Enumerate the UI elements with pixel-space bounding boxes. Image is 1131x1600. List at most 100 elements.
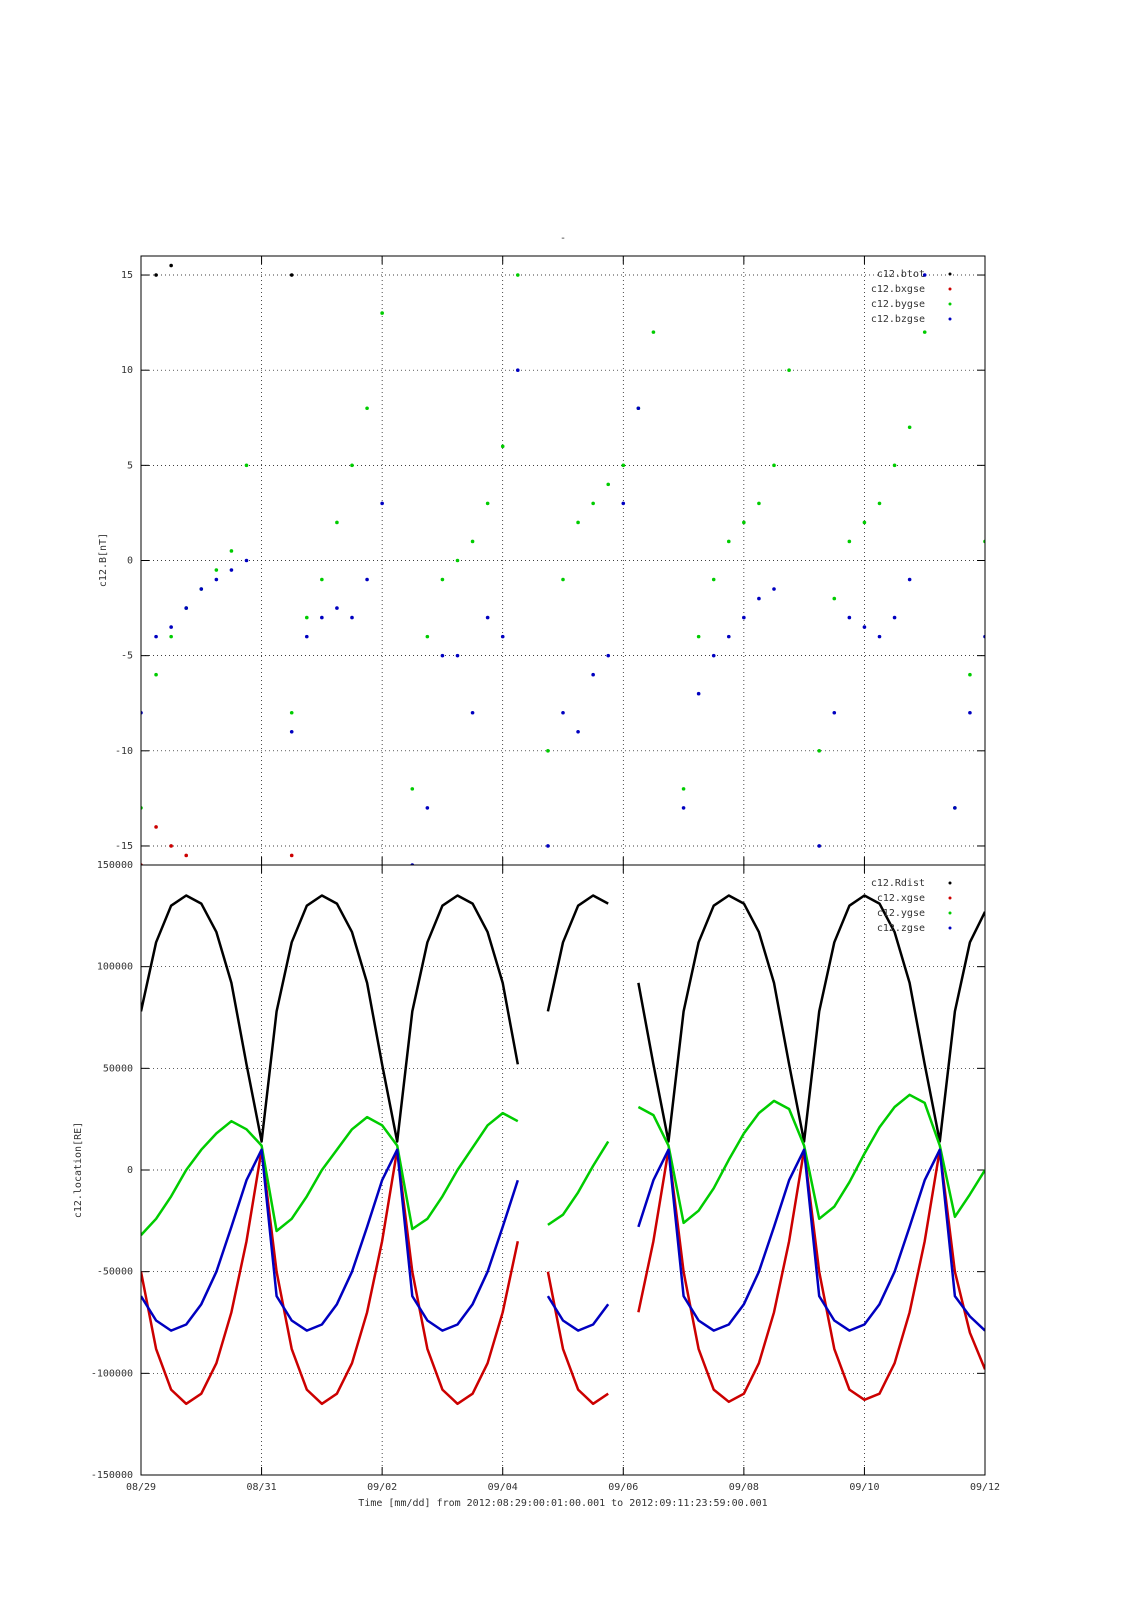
data-point — [380, 83, 384, 87]
data-point — [591, 939, 595, 943]
data-point — [696, 691, 701, 696]
data-point — [667, 83, 671, 87]
data-point — [471, 83, 475, 87]
data-point — [576, 83, 580, 87]
data-point — [350, 615, 354, 620]
data-point — [561, 710, 565, 715]
data-point — [485, 615, 490, 620]
data-point — [726, 634, 731, 639]
data-point — [441, 83, 445, 87]
data-point — [757, 83, 761, 87]
data-point — [802, 939, 806, 943]
data-point — [667, 83, 671, 87]
data-point — [244, 463, 249, 468]
data-point — [832, 596, 837, 601]
data-point — [320, 83, 324, 87]
legend-swatch — [948, 911, 952, 915]
x-axis-label: Time [mm/dd] from 2012:08:29:00:01:00.00… — [358, 1498, 767, 1509]
data-point — [531, 178, 535, 182]
data-point — [229, 568, 234, 572]
data-point — [922, 273, 927, 277]
data-point — [652, 83, 656, 87]
data-point — [169, 634, 173, 639]
data-point — [139, 245, 143, 249]
data-point — [832, 710, 837, 715]
data-point — [304, 634, 309, 639]
data-point — [711, 577, 716, 582]
data-point — [848, 83, 852, 87]
data-point — [260, 83, 264, 87]
data-line — [141, 1148, 985, 1332]
data-point — [576, 520, 580, 525]
plot-frame — [140, 255, 986, 866]
data-point — [425, 806, 430, 810]
data-point — [561, 83, 565, 87]
data-point — [546, 844, 550, 848]
plot-area — [139, 83, 987, 981]
data-point — [922, 330, 927, 334]
data-point — [606, 83, 610, 87]
y-tick-label: 100000 — [97, 962, 133, 973]
data-point — [501, 83, 505, 87]
legend-swatch — [948, 896, 952, 900]
legend-label: c12.bxgse — [871, 284, 925, 295]
data-point — [908, 939, 912, 943]
data-point — [938, 939, 942, 943]
data-point — [802, 83, 806, 87]
data-point — [215, 83, 219, 87]
data-point — [637, 83, 641, 87]
data-point — [983, 83, 987, 87]
data-point — [892, 463, 897, 468]
data-point — [395, 939, 399, 943]
y-tick-label: -100000 — [91, 1368, 133, 1379]
data-point — [938, 939, 942, 943]
data-point — [199, 83, 203, 87]
data-point — [862, 625, 867, 629]
data-point — [847, 539, 852, 544]
x-tick-label: 08/29 — [126, 1482, 156, 1493]
data-point — [531, 178, 535, 182]
data-point — [320, 615, 324, 620]
data-point — [893, 83, 897, 87]
data-point — [245, 939, 249, 943]
data-point — [350, 83, 354, 87]
data-point — [907, 577, 912, 582]
data-point — [441, 939, 445, 943]
data-point — [968, 710, 972, 715]
legend-label: c12.Rdist — [871, 878, 925, 889]
legend-swatch — [948, 317, 952, 321]
data-point — [456, 83, 460, 87]
data-point — [696, 634, 701, 639]
data-point — [878, 83, 882, 87]
data-point — [787, 368, 791, 372]
data-point — [546, 749, 550, 753]
data-point — [681, 806, 686, 810]
data-point — [184, 606, 189, 610]
data-point — [742, 83, 746, 87]
legend-label: c12.bzgse — [871, 314, 925, 325]
data-point — [515, 368, 520, 372]
data-point — [425, 634, 430, 639]
legend-label: c12.bygse — [871, 299, 925, 310]
data-point — [817, 844, 822, 848]
data-point — [712, 83, 716, 87]
data-point — [742, 520, 746, 525]
data-point — [305, 83, 309, 87]
data-point — [742, 615, 746, 620]
legend-swatch — [948, 302, 952, 306]
x-tick-label: 09/08 — [729, 1482, 759, 1493]
data-point — [335, 520, 339, 525]
data-point — [275, 977, 279, 981]
data-point — [214, 577, 219, 582]
data-point — [395, 83, 399, 87]
data-point — [772, 939, 776, 943]
data-point — [440, 577, 445, 582]
y-tick-label: -5 — [121, 651, 133, 662]
data-point — [591, 672, 595, 677]
data-point — [757, 501, 761, 506]
y-tick-label: -150000 — [91, 1470, 133, 1481]
data-point — [335, 606, 339, 610]
data-line — [141, 894, 985, 1143]
data-point — [772, 587, 776, 591]
